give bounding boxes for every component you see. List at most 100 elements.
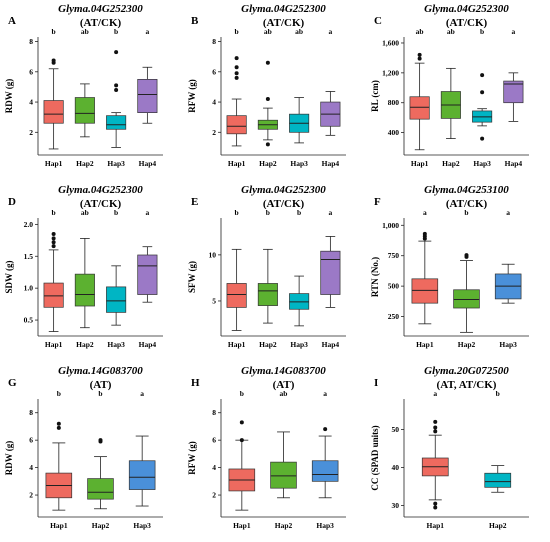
- significance-letter: b: [114, 27, 118, 36]
- chart-title-condition: (AT/CK): [80, 17, 122, 29]
- outlier-point: [433, 505, 438, 510]
- x-tick-label: Hap1: [228, 159, 246, 168]
- significance-letter: a: [433, 389, 437, 398]
- chart-title-condition: (AT/CK): [263, 198, 305, 210]
- panel-label: I: [374, 377, 378, 389]
- y-tick-label: 250: [388, 312, 400, 321]
- x-tick-label: Hap2: [442, 159, 460, 168]
- y-tick-label: 8: [212, 408, 216, 417]
- significance-letter: a: [323, 389, 327, 398]
- outlier-point: [51, 244, 56, 249]
- chart-panel-i: Glyma.20G072500 (AT, AT/CK) I 30 40 50 CC (SPA…: [370, 365, 529, 530]
- outlier-point: [56, 421, 61, 426]
- outlier-point: [234, 75, 239, 80]
- y-tick-label: 2.0: [24, 220, 34, 229]
- outlier-point: [480, 73, 485, 78]
- y-tick-label: 4: [29, 463, 33, 472]
- significance-letter: a: [329, 27, 333, 36]
- box-hap4: a Hap4: [137, 27, 158, 168]
- box-hap3: a Hap3: [311, 389, 339, 530]
- chart-title-gene: Glyma.04G253100: [424, 184, 509, 196]
- y-tick-label: 10: [209, 250, 217, 259]
- outlier-point: [480, 90, 485, 95]
- box-iqr: [503, 80, 524, 104]
- x-tick-label: Hap1: [233, 521, 251, 530]
- box-hap3: b Hap3: [289, 208, 310, 349]
- x-tick-label: Hap3: [473, 159, 491, 168]
- box-iqr: [74, 273, 95, 307]
- outlier-point: [265, 60, 270, 65]
- box-iqr: [411, 278, 439, 304]
- y-tick-label: 8: [29, 408, 33, 417]
- box-iqr: [106, 286, 127, 313]
- y-axis-label: CC (SPAD units): [370, 425, 380, 490]
- panel-label: B: [191, 15, 199, 27]
- x-tick-label: Hap2: [76, 159, 94, 168]
- chart-title-condition: (AT/CK): [80, 198, 122, 210]
- significance-letter: ab: [264, 27, 272, 36]
- outlier-point: [98, 438, 103, 443]
- panel-label: G: [8, 377, 17, 389]
- y-axis-label: RTN (No.): [370, 257, 380, 297]
- box-iqr: [257, 283, 278, 306]
- y-tick-label: 1.5: [24, 252, 34, 261]
- panel-label: C: [374, 15, 382, 27]
- chart-title-condition: (AT, AT/CK): [437, 379, 497, 391]
- significance-letter: b: [114, 208, 118, 217]
- x-tick-label: Hap2: [259, 340, 277, 349]
- box-iqr: [453, 289, 480, 309]
- x-tick-label: Hap1: [228, 340, 246, 349]
- box-hap4: a Hap4: [320, 208, 341, 349]
- chart-title-gene: Glyma.04G252300: [241, 3, 326, 15]
- chart-panel-g: Glyma.14G083700 (AT) G 2 4 6 8 RDW (g) b Hap1 b Hap…: [4, 365, 163, 530]
- significance-letter: ab: [416, 27, 424, 36]
- box-iqr: [128, 460, 156, 490]
- significance-letter: a: [329, 208, 333, 217]
- x-tick-label: Hap3: [290, 159, 308, 168]
- outlier-point: [480, 136, 485, 141]
- outlier-point: [417, 56, 422, 61]
- chart-title-condition: (AT/CK): [263, 17, 305, 29]
- y-axis-label: SFW (g): [187, 261, 197, 293]
- y-tick-label: 750: [388, 251, 400, 260]
- chart-panel-c: Glyma.04G252300 (AT/CK) C 400 800 1,200 1,600 R…: [370, 3, 529, 168]
- box-iqr: [43, 100, 64, 124]
- box-hap1: b Hap1: [43, 27, 64, 168]
- y-tick-label: 2: [29, 491, 33, 500]
- chart-panel-h: Glyma.14G083700 (AT) H 2 4 6 8 RFW (g) b Hap1 ab Ha…: [187, 365, 346, 530]
- y-tick-label: 6: [29, 67, 33, 76]
- chart-title-gene: Glyma.20G072500: [424, 365, 509, 377]
- panel-label: E: [191, 196, 198, 208]
- significance-letter: b: [297, 208, 301, 217]
- box-hap3: b Hap3: [106, 27, 127, 168]
- significance-letter: b: [266, 208, 270, 217]
- box-iqr: [137, 79, 158, 113]
- x-tick-label: Hap1: [416, 340, 434, 349]
- box-iqr: [484, 472, 512, 488]
- outlier-point: [114, 83, 119, 88]
- y-tick-label: 500: [388, 282, 400, 291]
- significance-letter: a: [506, 208, 510, 217]
- outlier-point: [433, 501, 438, 506]
- x-tick-label: Hap1: [50, 521, 68, 530]
- outlier-point: [114, 50, 119, 55]
- significance-letter: b: [235, 208, 239, 217]
- y-tick-label: 1,600: [382, 38, 399, 47]
- box-hap2: ab Hap2: [270, 389, 297, 530]
- y-tick-label: 2: [212, 128, 216, 137]
- outlier-point: [56, 425, 61, 430]
- chart-title-condition: (AT): [90, 379, 112, 391]
- y-tick-label: 4: [29, 98, 33, 107]
- y-tick-label: 400: [388, 128, 400, 137]
- significance-letter: b: [98, 389, 102, 398]
- significance-letter: b: [235, 27, 239, 36]
- box-hap1: ab Hap1: [409, 27, 430, 168]
- y-axis-label: RFW (g): [187, 441, 197, 475]
- y-axis-label: RDW (g): [4, 441, 14, 476]
- x-tick-label: Hap3: [133, 521, 151, 530]
- y-tick-label: 6: [212, 436, 216, 445]
- outlier-point: [265, 97, 270, 102]
- x-tick-label: Hap2: [489, 521, 507, 530]
- significance-letter: b: [480, 27, 484, 36]
